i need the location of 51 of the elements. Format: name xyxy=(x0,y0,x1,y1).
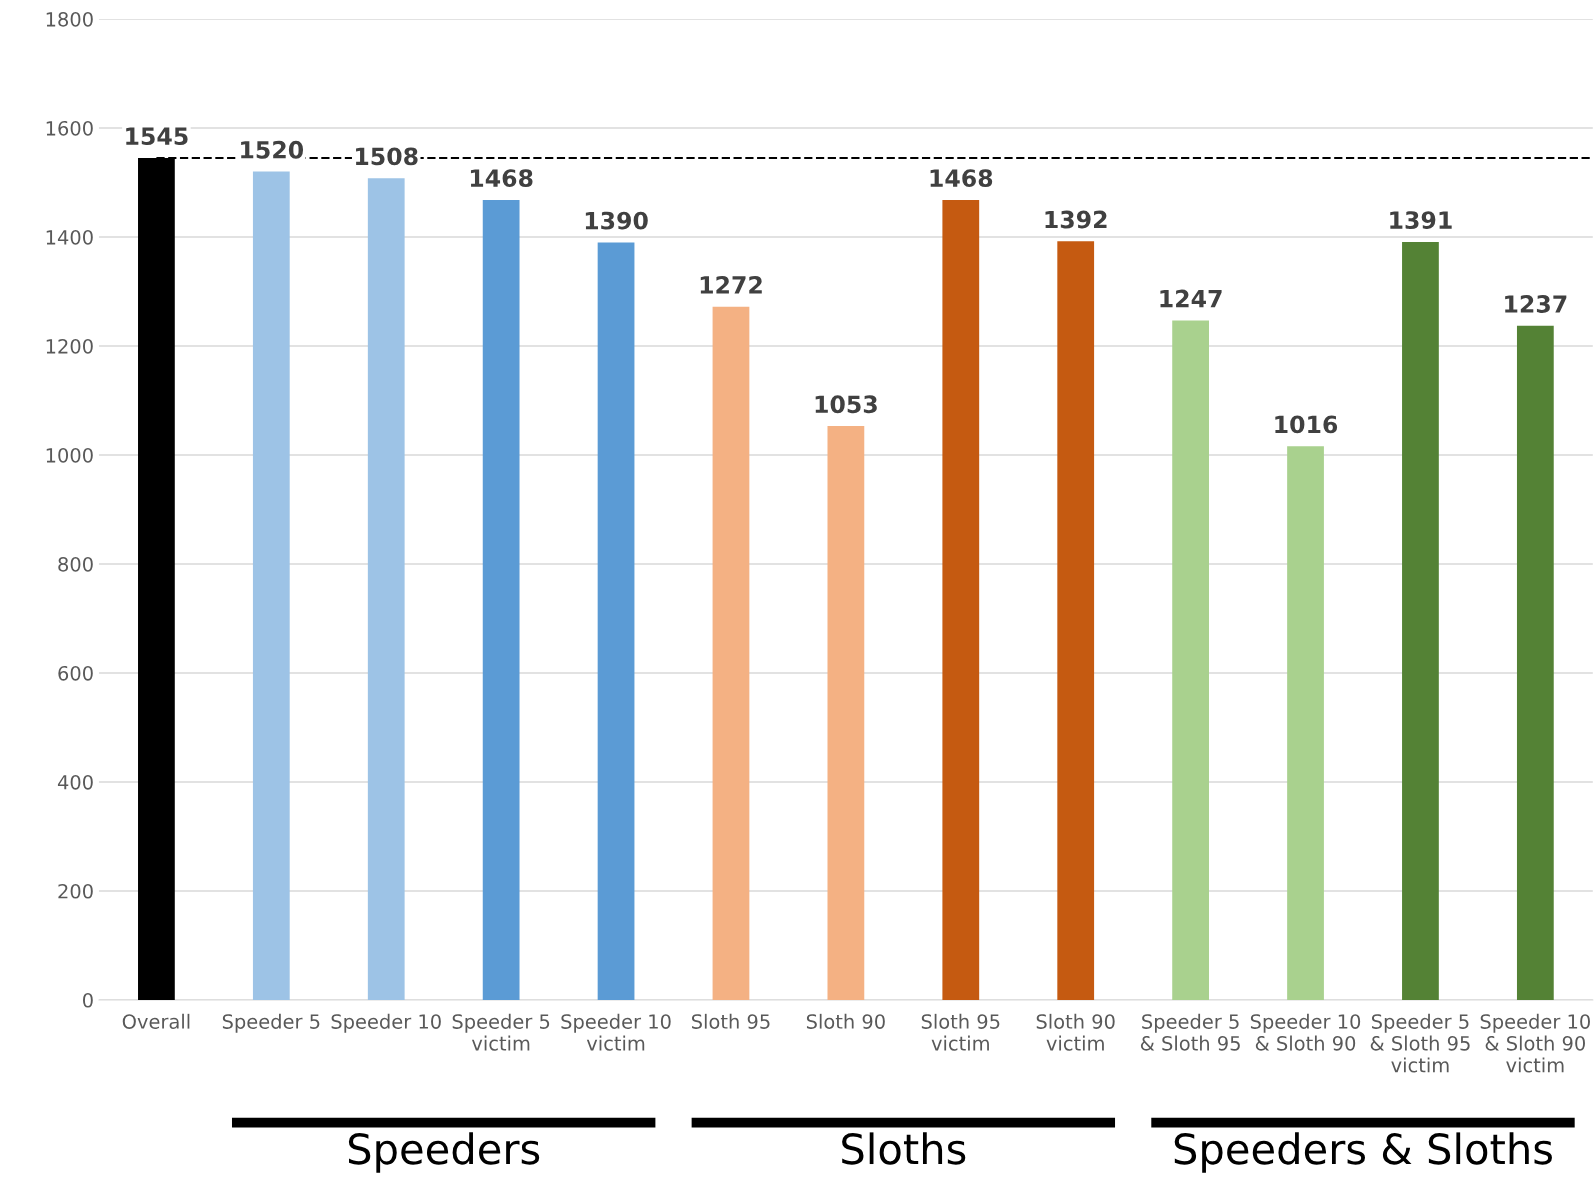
x-tick-label: Sloth 90 victim xyxy=(1036,1013,1115,1051)
y-tick-label: 1600 xyxy=(46,120,93,136)
data-label: 1468 xyxy=(470,169,533,188)
bar xyxy=(827,426,865,1000)
text: Sloths xyxy=(842,1132,966,1165)
x-tick-label: Speeder 5 & Sloth 95 victim xyxy=(1370,1013,1470,1073)
bar xyxy=(1172,320,1209,1000)
x-tick-label: Speeder 10 & Sloth 90 xyxy=(1250,1013,1361,1051)
y-tick-label: 200 xyxy=(58,883,93,899)
y-tick-label: 1200 xyxy=(46,338,93,354)
x-tick-label: Speeder 10 xyxy=(331,1013,441,1033)
bar xyxy=(252,171,290,1000)
bar xyxy=(597,242,635,1000)
data-label: 1520 xyxy=(241,140,304,159)
text: Speeders & Sloths xyxy=(1174,1132,1552,1173)
x-tick-label: Speeder 5 victim xyxy=(452,1013,550,1051)
y-tick-label: 1800 xyxy=(46,11,93,27)
y-tick-label: 400 xyxy=(57,774,93,790)
y-tick-label: 1000 xyxy=(46,447,93,463)
data-label: 1508 xyxy=(356,147,418,166)
y-tick-label: 1400 xyxy=(46,229,93,245)
bar xyxy=(482,199,520,1000)
data-label: 1237 xyxy=(1505,295,1567,313)
bar xyxy=(1287,446,1324,1000)
bar xyxy=(1516,325,1554,1000)
data-label: 1272 xyxy=(700,275,762,294)
bar xyxy=(1402,241,1439,1000)
y-tick-label: 600 xyxy=(58,665,93,681)
data-label: 1468 xyxy=(930,169,993,188)
x-tick-label: Sloth 90 xyxy=(806,1013,885,1029)
x-tick-label: Speeder 10 & Sloth 90 victim xyxy=(1480,1013,1590,1073)
data-label: 1391 xyxy=(1390,211,1452,229)
data-label: 1016 xyxy=(1275,415,1338,434)
bar xyxy=(367,178,405,1000)
x-tick-label: Speeder 10 victim xyxy=(561,1013,671,1051)
x-tick-label: Overall xyxy=(122,1013,190,1029)
data-label: 1392 xyxy=(1045,210,1107,229)
y-tick-label: 800 xyxy=(58,556,93,572)
data-label: 1390 xyxy=(585,211,648,230)
x-tick-label: Sloth 95 xyxy=(691,1013,770,1029)
bar xyxy=(712,306,750,1000)
y-tick-label: 0 xyxy=(83,992,93,1008)
data-label: 1247 xyxy=(1160,289,1222,308)
bar xyxy=(942,199,980,1000)
data-label: 1545 xyxy=(126,127,188,146)
x-tick-label: Speeder 5 xyxy=(222,1013,320,1033)
data-label: 1053 xyxy=(815,395,877,414)
x-tick-label: Sloth 95 victim xyxy=(921,1013,1000,1051)
bar xyxy=(1057,241,1095,1000)
x-tick-label: Speeder 5 & Sloth 95 xyxy=(1140,1013,1240,1051)
text: Speeders xyxy=(348,1132,540,1173)
